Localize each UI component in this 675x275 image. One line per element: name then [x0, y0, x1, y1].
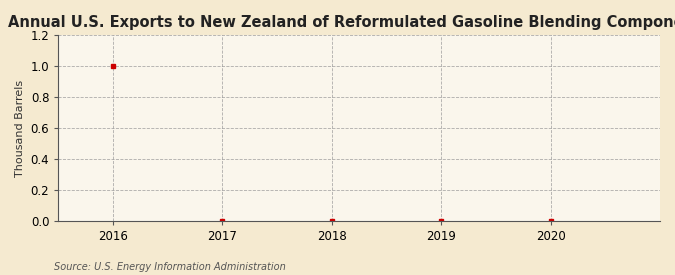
Text: Source: U.S. Energy Information Administration: Source: U.S. Energy Information Administ…	[54, 262, 286, 272]
Y-axis label: Thousand Barrels: Thousand Barrels	[15, 80, 25, 177]
Title: Annual U.S. Exports to New Zealand of Reformulated Gasoline Blending Components: Annual U.S. Exports to New Zealand of Re…	[8, 15, 675, 30]
